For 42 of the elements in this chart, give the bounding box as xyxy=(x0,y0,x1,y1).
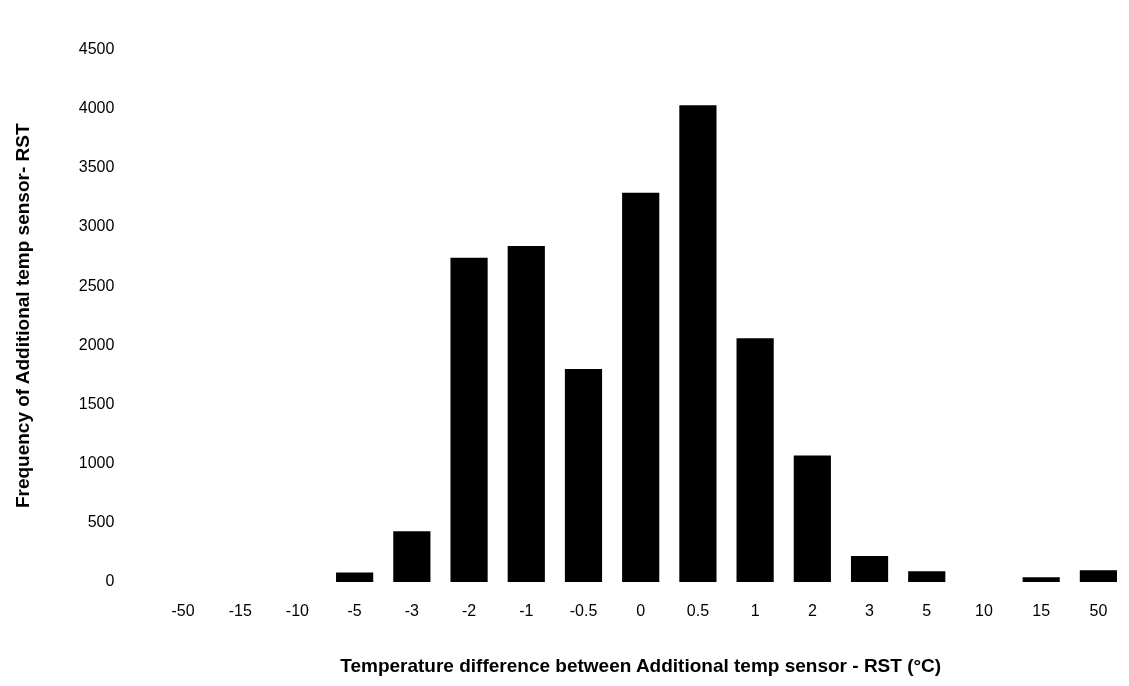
bar xyxy=(736,338,774,582)
y-tick-label: 2000 xyxy=(78,335,115,353)
bar xyxy=(393,531,431,582)
x-tick-label: -0.5 xyxy=(569,602,598,620)
y-tick-label: 3000 xyxy=(78,217,115,235)
x-tick-label: -2 xyxy=(461,602,477,620)
x-tick-label: 0 xyxy=(636,602,646,620)
y-tick-label: 4500 xyxy=(78,40,115,58)
y-tick-label: 2500 xyxy=(78,276,115,294)
bar xyxy=(450,257,488,582)
bar xyxy=(564,369,603,582)
bar xyxy=(908,571,946,582)
bar xyxy=(1079,570,1117,582)
x-tick-label: 10 xyxy=(975,602,993,620)
x-tick-label: 15 xyxy=(1032,602,1051,620)
x-tick-label: -50 xyxy=(171,602,195,620)
bar xyxy=(336,572,374,582)
x-tick-label: 2 xyxy=(807,602,817,620)
x-tick-label: 1 xyxy=(750,602,760,620)
bar xyxy=(507,246,545,582)
y-tick-label: 500 xyxy=(87,513,115,531)
x-axis-title: Temperature difference between Additional temp sensor - RST (°C) xyxy=(340,654,942,676)
x-tick-label: 3 xyxy=(865,602,875,620)
bar xyxy=(679,105,717,582)
bar xyxy=(622,192,660,582)
y-tick-label: 3500 xyxy=(78,158,115,176)
x-tick-label: -3 xyxy=(404,602,420,620)
x-tick-label: -5 xyxy=(347,602,362,620)
x-tick-label: 50 xyxy=(1089,602,1108,620)
x-tick-label: 0.5 xyxy=(686,602,710,620)
y-tick-label: 1500 xyxy=(78,394,115,412)
y-tick-label: 0 xyxy=(105,572,115,590)
x-tick-label: 5 xyxy=(922,602,932,620)
x-tick-label: -1 xyxy=(519,602,534,620)
y-tick-label: 4000 xyxy=(78,99,115,117)
y-tick-label: 1000 xyxy=(78,454,115,472)
y-axis-title: Frequency of Additional temp sensor- RST xyxy=(11,123,33,509)
bar xyxy=(793,455,831,582)
x-tick-label: -10 xyxy=(285,602,310,620)
bar xyxy=(1022,577,1060,582)
bar xyxy=(850,555,889,582)
x-tick-label: -15 xyxy=(228,602,252,620)
